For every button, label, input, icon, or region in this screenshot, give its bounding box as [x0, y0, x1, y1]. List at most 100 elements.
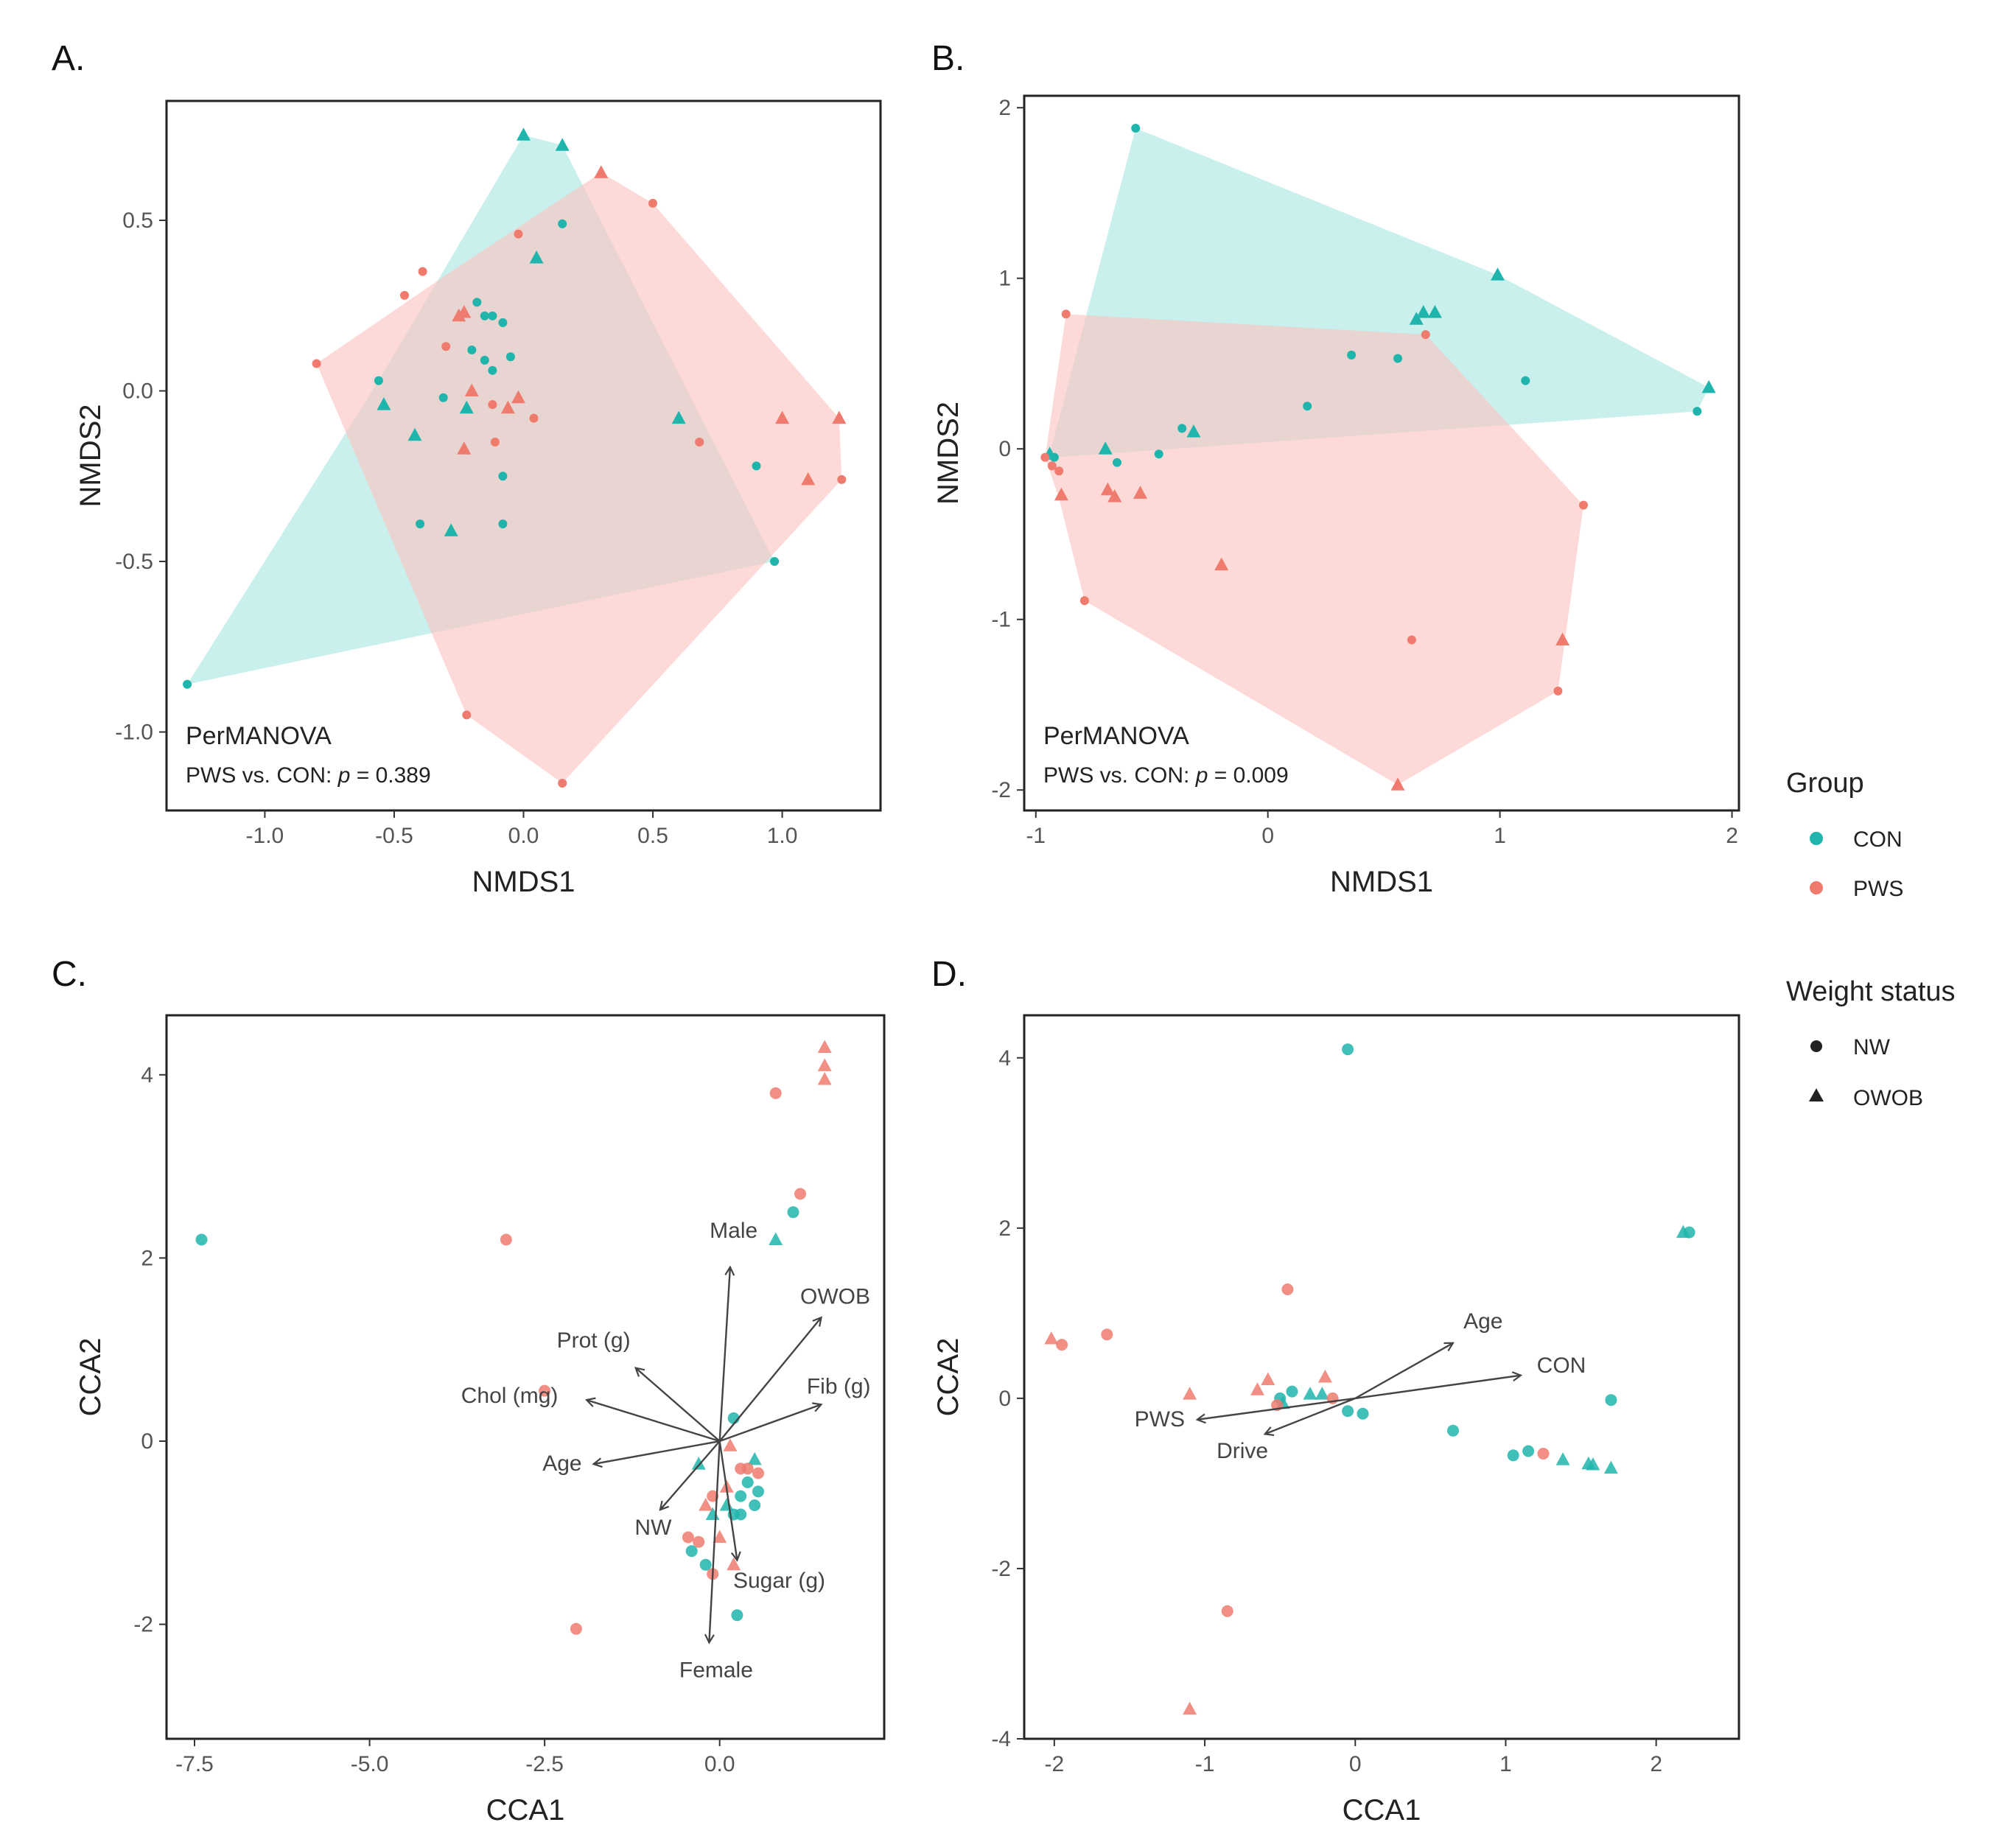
legend: Group CON PWS Weight status NW OWOB	[1786, 768, 1956, 1110]
point-con-circle	[1177, 424, 1187, 433]
y-tick-label: -4	[991, 1727, 1011, 1751]
point-con-circle	[1693, 407, 1702, 416]
vector-arrow-nw	[660, 1440, 721, 1510]
point-con-circle	[1447, 1424, 1459, 1437]
point-con-circle	[505, 352, 515, 362]
point-con-circle	[1521, 376, 1530, 385]
point-pws-circle	[794, 1188, 806, 1200]
point-pws-circle	[418, 267, 427, 276]
panel-a: A. -1.0 -0.5 0.0 0.5 1.0 0.5 0.0 -0.5 -1.0 NMDS1 NM…	[52, 39, 882, 898]
point-pws-circle	[1056, 1339, 1068, 1351]
point-con-circle	[498, 519, 508, 529]
point-con-circle	[472, 298, 482, 307]
point-con-circle	[752, 1485, 764, 1498]
plot-area: Age CON PWS Drive	[1044, 1043, 1695, 1715]
permanova-value: = 0.009	[1208, 763, 1288, 788]
point-con-circle	[752, 461, 761, 471]
vector-arrow-male	[718, 1267, 730, 1442]
point-con-triangle	[769, 1232, 783, 1245]
x-tick-label: -7.5	[175, 1752, 214, 1776]
x-tick-label: 1.0	[767, 824, 798, 848]
point-pws-circle	[1047, 461, 1057, 471]
point-pws-triangle	[1250, 1382, 1264, 1395]
x-tick-label: 2	[1726, 824, 1738, 848]
y-tick-label: -2	[133, 1613, 153, 1637]
x-tick-label: -2	[1044, 1752, 1064, 1776]
point-con-circle	[735, 1490, 747, 1502]
point-con-circle	[1393, 354, 1402, 363]
point-pws-circle	[1054, 466, 1064, 476]
point-pws-triangle	[727, 1557, 741, 1571]
y-tick-label: -1	[991, 608, 1011, 632]
permanova-p: p	[1195, 763, 1208, 788]
point-pws-circle	[1221, 1605, 1233, 1617]
plot-area: Male OWOB Prot (g) Chol (mg) Fib (g) Age NW Sug…	[195, 1040, 871, 1683]
vector-label: OWOB	[800, 1285, 870, 1309]
y-tick-label: 4	[998, 1046, 1011, 1071]
point-pws-circle	[514, 229, 523, 239]
legend-group-title: Group	[1786, 768, 1864, 799]
legend-nw-marker	[1810, 1040, 1822, 1052]
point-pws-circle	[441, 342, 451, 351]
point-pws-triangle	[723, 1438, 738, 1451]
point-pws-circle	[462, 710, 472, 720]
x-axis-title: NMDS1	[1330, 866, 1433, 898]
x-axis-title: NMDS1	[472, 866, 575, 898]
point-pws-triangle	[1133, 486, 1147, 499]
point-pws-circle	[570, 1622, 582, 1635]
legend-owob-label: OWOB	[1853, 1086, 1923, 1110]
x-tick-label: -1.0	[246, 824, 284, 848]
x-tick-label: 0.0	[704, 1752, 735, 1776]
permanova-result: PWS vs. CON: p = 0.009	[1043, 763, 1289, 788]
point-pws-circle	[693, 1535, 705, 1548]
point-pws-circle	[1101, 1328, 1113, 1341]
vector-label: Chol (mg)	[461, 1384, 559, 1408]
point-con-triangle	[671, 410, 686, 424]
point-con-triangle	[1315, 1387, 1329, 1400]
point-pws-triangle	[817, 1058, 832, 1071]
point-con-triangle	[1555, 1452, 1570, 1465]
point-con-circle	[1605, 1394, 1617, 1407]
permanova-result: PWS vs. CON: p = 0.389	[186, 763, 431, 788]
point-pws-triangle	[832, 410, 847, 424]
plot-frame	[1023, 1014, 1740, 1740]
point-con-circle	[1342, 1405, 1354, 1418]
point-pws-triangle	[1317, 1370, 1332, 1383]
x-axis-title: CCA1	[1343, 1794, 1421, 1826]
y-tick-label: -1.0	[115, 721, 153, 745]
vector-arrow-age	[1354, 1343, 1453, 1399]
point-pws-circle	[400, 290, 409, 300]
vector-arrow-female	[709, 1440, 721, 1642]
point-pws-triangle	[817, 1040, 832, 1053]
point-pws-circle	[500, 1233, 512, 1246]
point-con-circle	[480, 355, 489, 365]
point-pws-circle	[312, 359, 321, 368]
legend-nw-label: NW	[1853, 1035, 1891, 1059]
point-con-circle	[498, 472, 508, 481]
point-con-circle	[498, 318, 508, 327]
point-pws-triangle	[457, 305, 472, 318]
point-con-circle	[770, 557, 780, 566]
x-tick-label: 0.5	[637, 824, 668, 848]
legend-con-marker	[1810, 832, 1823, 845]
point-con-circle	[183, 679, 192, 689]
point-con-circle	[731, 1609, 743, 1622]
point-pws-circle	[1061, 309, 1071, 319]
point-pws-circle	[1553, 686, 1563, 696]
point-pws-triangle	[1054, 487, 1068, 501]
x-tick-label: -1	[1195, 1752, 1215, 1776]
point-con-circle	[1507, 1449, 1519, 1462]
point-con-circle	[488, 365, 497, 375]
point-con-circle	[741, 1476, 754, 1488]
x-tick-label: 2	[1650, 1752, 1662, 1776]
x-tick-label: 1	[1494, 824, 1506, 848]
panel-label: D.	[931, 955, 967, 994]
point-pws-triangle	[817, 1072, 832, 1085]
y-tick-label: 2	[998, 1216, 1011, 1241]
point-pws-triangle	[699, 1498, 713, 1511]
y-tick-label: -2	[991, 1557, 1011, 1581]
point-con-triangle	[555, 138, 570, 151]
y-axis-title: CCA2	[932, 1338, 965, 1417]
point-pws-circle	[707, 1490, 719, 1502]
legend-pws-marker	[1810, 881, 1823, 894]
